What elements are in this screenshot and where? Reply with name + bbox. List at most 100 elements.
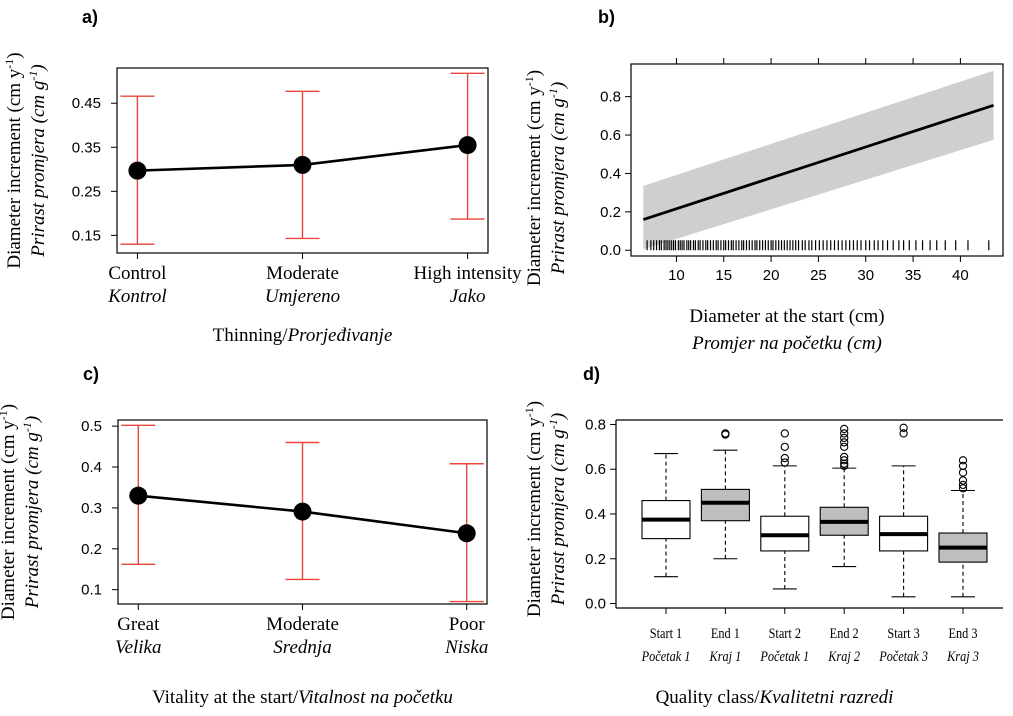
confidence-band	[643, 70, 994, 250]
outlier-point	[840, 429, 849, 438]
y-axis-title-secondary-sup: -1	[20, 422, 34, 432]
y-axis-title-secondary-close: )	[22, 416, 43, 423]
x-axis-title: Thinning/Prorjeđivanje	[213, 325, 393, 346]
x-category-label-secondary: Kraj 3	[946, 648, 979, 664]
y-axis-label: Diameter increment (cm y-1)Prirast promj…	[0, 404, 43, 620]
data-point	[128, 161, 147, 180]
y-axis-title-secondary-close: )	[548, 82, 569, 89]
y-axis-title-sup: -1	[0, 410, 10, 420]
y-axis-title-secondary-text: Prirast promjera (cm g	[28, 81, 49, 258]
x-category-label: Start 2	[769, 625, 802, 641]
x-category-label-secondary: Početak 3	[878, 648, 928, 664]
y-axis-title-secondary: Prirast promjera (cm g-1)	[546, 82, 569, 275]
y-tick-label: 0.0	[585, 596, 606, 613]
outlier-point	[958, 484, 968, 493]
outlier-point	[958, 480, 968, 490]
y-axis-title: Diameter increment (cm y-1)	[0, 404, 19, 620]
regression-line	[642, 103, 994, 221]
y-axis-title: Diameter increment (cm y-1)	[2, 52, 25, 268]
x-category-label-secondary: Kraj 2	[827, 648, 860, 664]
x-category-label-secondary: Srednja	[273, 637, 331, 658]
outlier-point	[899, 423, 908, 432]
y-axis-title-text: Diameter increment (cm y	[4, 68, 25, 268]
y-axis-title-text: Diameter increment (cm y	[524, 86, 545, 286]
x-category-label-secondary: Početak 1	[641, 648, 691, 664]
x-category-label-secondary: Kontrol	[107, 286, 166, 307]
y-axis-title-secondary: Prirast promjera (cm g-1)	[26, 64, 49, 257]
x-category-label-secondary: Početak 1	[760, 648, 810, 664]
x-tick-label: 30	[857, 267, 874, 284]
outlier-point	[780, 429, 789, 438]
x-axis-title-secondary: Promjer na početku (cm)	[691, 333, 882, 354]
outlier-point	[840, 438, 849, 447]
x-category-label: Great	[117, 614, 160, 635]
y-tick-label: 0.15	[72, 227, 101, 244]
data-point	[457, 524, 476, 543]
panel-letter: d)	[583, 364, 600, 384]
box	[700, 488, 750, 522]
outlier-point	[958, 468, 968, 477]
outlier-point	[840, 452, 849, 462]
y-tick-label: 0.4	[81, 459, 102, 476]
panel-b: b) 10 15 20 25 30 35 40 0.0 0.2 0.4 0.6 0.8 Diameter …	[522, 7, 1004, 354]
x-category-label: Moderate	[266, 263, 339, 284]
y-tick-label: 0.25	[72, 183, 101, 200]
outlier-point	[780, 458, 789, 467]
x-axis-title-italic: Kvalitetni razredi	[759, 687, 894, 708]
outlier-point	[958, 456, 968, 465]
y-axis-title-text: Diameter increment (cm y	[0, 420, 19, 620]
y-tick-label: 0.2	[600, 204, 621, 221]
y-axis-title-secondary-text: Prirast promjera (cm g	[22, 432, 43, 609]
x-tick-label: 15	[715, 267, 732, 284]
y-axis-title-secondary: Prirast promjera (cm g-1)	[20, 416, 43, 609]
x-category-label-secondary: Jako	[450, 286, 486, 307]
y-axis-title-secondary-sup: -1	[546, 419, 560, 429]
outlier-point	[780, 453, 789, 463]
x-category-label-secondary: Niska	[444, 637, 488, 658]
y-tick-label: 0.35	[72, 139, 101, 156]
y-tick-label: 0.2	[81, 541, 102, 558]
data-point	[129, 486, 148, 505]
y-tick-label: 0.1	[81, 582, 102, 599]
panel-letter: b)	[598, 7, 615, 27]
outlier-point	[840, 442, 849, 452]
y-axis-title-sup: -1	[2, 59, 16, 69]
outlier-point	[958, 476, 968, 485]
panel-d: d) 0.0 0.2 0.4 0.6 0.8 Start 1 Početak 1 End 1 Kr…	[522, 364, 1003, 708]
y-tick-label: 0.8	[600, 89, 621, 106]
y-axis-title-close: )	[4, 52, 25, 58]
x-axis-title-text: Quality class/	[656, 687, 761, 708]
x-axis-title-italic: Prorjeđivanje	[287, 325, 393, 346]
x-tick-label: 40	[952, 267, 969, 284]
panel-letter: a)	[82, 7, 98, 27]
y-axis-title-secondary-text: Prirast promjera (cm g	[548, 98, 569, 275]
y-tick-label: 0.4	[600, 165, 621, 182]
x-tick-label: 35	[905, 267, 922, 284]
y-axis-title-close: )	[524, 70, 545, 76]
x-axis-title-text: Vitality at the start/	[152, 687, 299, 708]
y-axis-title-secondary-text: Prirast promjera (cm g	[548, 429, 569, 606]
x-axis-title-text: Thinning/	[213, 325, 289, 346]
data-point	[293, 155, 312, 174]
y-axis-title-secondary-close: )	[548, 413, 569, 420]
outlier-point	[958, 461, 968, 471]
y-axis-title-sup: -1	[522, 407, 536, 417]
x-tick-label: 25	[810, 267, 827, 284]
x-category-label: End 3	[948, 625, 977, 641]
x-tick-label: 20	[763, 267, 780, 284]
data-point	[293, 502, 312, 521]
y-axis-title-close: )	[0, 404, 19, 410]
y-axis-title-secondary-close: )	[28, 64, 49, 71]
data-point	[458, 136, 477, 155]
x-category-label: Poor	[449, 614, 486, 635]
y-tick-label: 0.6	[600, 127, 621, 144]
y-tick-label: 0.6	[585, 461, 606, 478]
x-tick-label: 10	[668, 267, 685, 284]
y-tick-label: 0.5	[81, 418, 102, 435]
x-category-label: Start 1	[650, 625, 683, 641]
y-axis-label: Diameter increment (cm y-1)Prirast promj…	[522, 401, 569, 617]
outlier-point	[840, 433, 849, 443]
